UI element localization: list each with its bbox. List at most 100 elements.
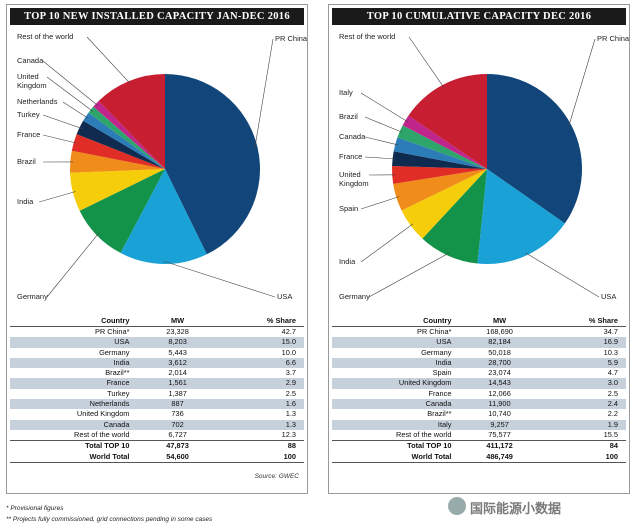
table-cell-mw: 887 (133, 399, 222, 410)
table-cell-share: 10.3 (603, 347, 618, 357)
table-cell-country: Total TOP 10 (10, 440, 134, 452)
pie-label-united-kingdom: United Kingdom (339, 170, 369, 188)
source-note: Source: GWEC (254, 473, 299, 480)
table-row: Canada 702 1.3 (10, 419, 304, 430)
table-cell-mw: 6,727 (168, 429, 187, 439)
pie-label-turkey: Turkey (17, 110, 40, 119)
table-cell-share: 6.6 (221, 357, 304, 369)
table-cell-country: World Total (332, 451, 456, 463)
table-cell-share: 1.3 (285, 409, 296, 419)
pie-slice-canada (93, 101, 165, 169)
table-cell-country: Brazil** (427, 409, 452, 419)
table-cell-mw: 28,700 (455, 357, 544, 369)
leader-line-turkey (42, 114, 83, 129)
table-row: Turkey 1,387 2.5 (10, 389, 304, 399)
table-cell-share: 88 (221, 440, 304, 452)
table-cell-country: Germany (99, 347, 130, 357)
table-cell-country: PR China* (94, 327, 130, 336)
table-cell-mw: 23,074 (488, 368, 511, 378)
table-row-world-total: World Total 486,749 100 (332, 451, 626, 463)
table-cell-share: 42.7 (281, 327, 296, 336)
leader-line-france (42, 134, 77, 144)
table-cell-country: Rest of the world (74, 429, 130, 439)
table-cell-share: 84 (543, 440, 626, 452)
pie-slice-india (401, 169, 487, 239)
pie-label-spain: Spain (339, 204, 358, 213)
pie-label-pr-china: PR China (597, 34, 630, 43)
table-cell-country: Canada (10, 419, 134, 430)
table-cell-share: 2.4 (543, 399, 626, 410)
table-cell-country: Total TOP 10 (332, 440, 456, 452)
leader-line-india (38, 191, 76, 203)
pie-label-canada: Canada (339, 132, 366, 141)
table-cell-share: 2.2 (607, 409, 618, 419)
table-cell-country: Germany (421, 347, 452, 357)
table-row-total-top10: Total TOP 10 47,873 88 (10, 440, 304, 452)
wechat-logo-icon (448, 497, 466, 515)
table-header-share: % Share (543, 314, 626, 327)
chart-title-left: TOP 10 NEW INSTALLED CAPACITY JAN-DEC 20… (10, 8, 304, 25)
table-row: Brazil** 10,740 2.2 (332, 409, 626, 419)
leader-line-united-kingdom (46, 76, 94, 112)
leader-line-canada (42, 60, 99, 106)
pie-slice-germany (79, 169, 165, 253)
table-row: PR China* 23,328 42.7 (10, 327, 304, 338)
table-cell-mw: 736 (171, 409, 184, 419)
pie-slice-rest-of-the-world (98, 74, 165, 169)
table-cell-share: 2.9 (221, 378, 304, 389)
pie-slice-france (71, 134, 165, 169)
pie-label-germany: Germany (17, 292, 48, 301)
table-row: Germany 5,443 10.0 (10, 348, 304, 358)
table-header-country: Country (10, 314, 134, 327)
pie-chart-cumulative: PR China USA Germany India Spain United Kingdo… (339, 32, 630, 301)
table-cell-share: 12.3 (281, 429, 296, 439)
table-cell-mw: 1,561 (133, 378, 222, 389)
table-cell-share: 5.9 (543, 357, 626, 369)
pie-label-brazil: Brazil (339, 112, 358, 121)
pie-slice-united-kingdom (392, 166, 487, 184)
leader-line-usa (525, 252, 600, 298)
pie-label-brazil: Brazil (17, 157, 36, 166)
table-row: Canada 11,900 2.4 (332, 399, 626, 410)
table-cell-mw: 54,600 (133, 451, 222, 463)
table-row: USA 8,203 15.0 (10, 337, 304, 348)
pie-label-france: France (17, 130, 40, 139)
table-cell-mw: 702 (133, 419, 222, 430)
pie-slice-spain (393, 169, 487, 211)
table-cell-country: India (332, 357, 456, 369)
pie-slice-usa (120, 169, 207, 264)
leader-line-france (364, 156, 396, 160)
pie-label-usa: USA (277, 292, 292, 301)
pie-slice-united-kingdom (88, 106, 165, 169)
table-cell-share: 15.5 (603, 429, 618, 439)
table-cell-mw: 1,387 (168, 388, 187, 398)
table-cell-mw: 23,328 (166, 327, 189, 336)
table-cell-mw: 12,066 (488, 388, 511, 398)
pie-slice-canada (393, 137, 487, 169)
data-table-cumulative: Country MW % Share PR China* 168,690 34.7 U… (332, 314, 626, 463)
footnote-provisional: * Provisional figures (6, 505, 64, 512)
table-row: India 28,700 5.9 (332, 357, 626, 369)
table-cell-country: France (428, 388, 452, 398)
leader-line-spain (360, 196, 400, 210)
table-row: Italy 9,257 1.9 (332, 419, 626, 430)
table-row: France 1,561 2.9 (10, 378, 304, 389)
pie-label-germany: Germany (339, 292, 370, 301)
table-cell-mw: 2,014 (168, 368, 187, 378)
table-cell-country: India (10, 357, 134, 369)
pie-label-canada: Canada (17, 56, 44, 65)
watermark-text: 国际能源小数据 (470, 501, 562, 516)
table-cell-share: 34.7 (603, 327, 618, 336)
table-cell-share: 100 (543, 451, 626, 463)
table-cell-country: Turkey (107, 388, 130, 398)
table-cell-share: 16.9 (543, 337, 626, 348)
pie-label-rest-of-the-world: Rest of the world (339, 32, 395, 41)
table-cell-country: Rest of the world (396, 429, 452, 439)
table-cell-share: 15.0 (221, 337, 304, 348)
table-cell-mw: 50,018 (488, 347, 511, 357)
table-cell-mw: 82,184 (455, 337, 544, 348)
pie-label-france: France (339, 152, 362, 161)
table-cell-mw: 9,257 (455, 419, 544, 430)
table-cell-country: France (10, 378, 134, 389)
chart-title-right: TOP 10 CUMULATIVE CAPACITY DEC 2016 (332, 8, 626, 25)
